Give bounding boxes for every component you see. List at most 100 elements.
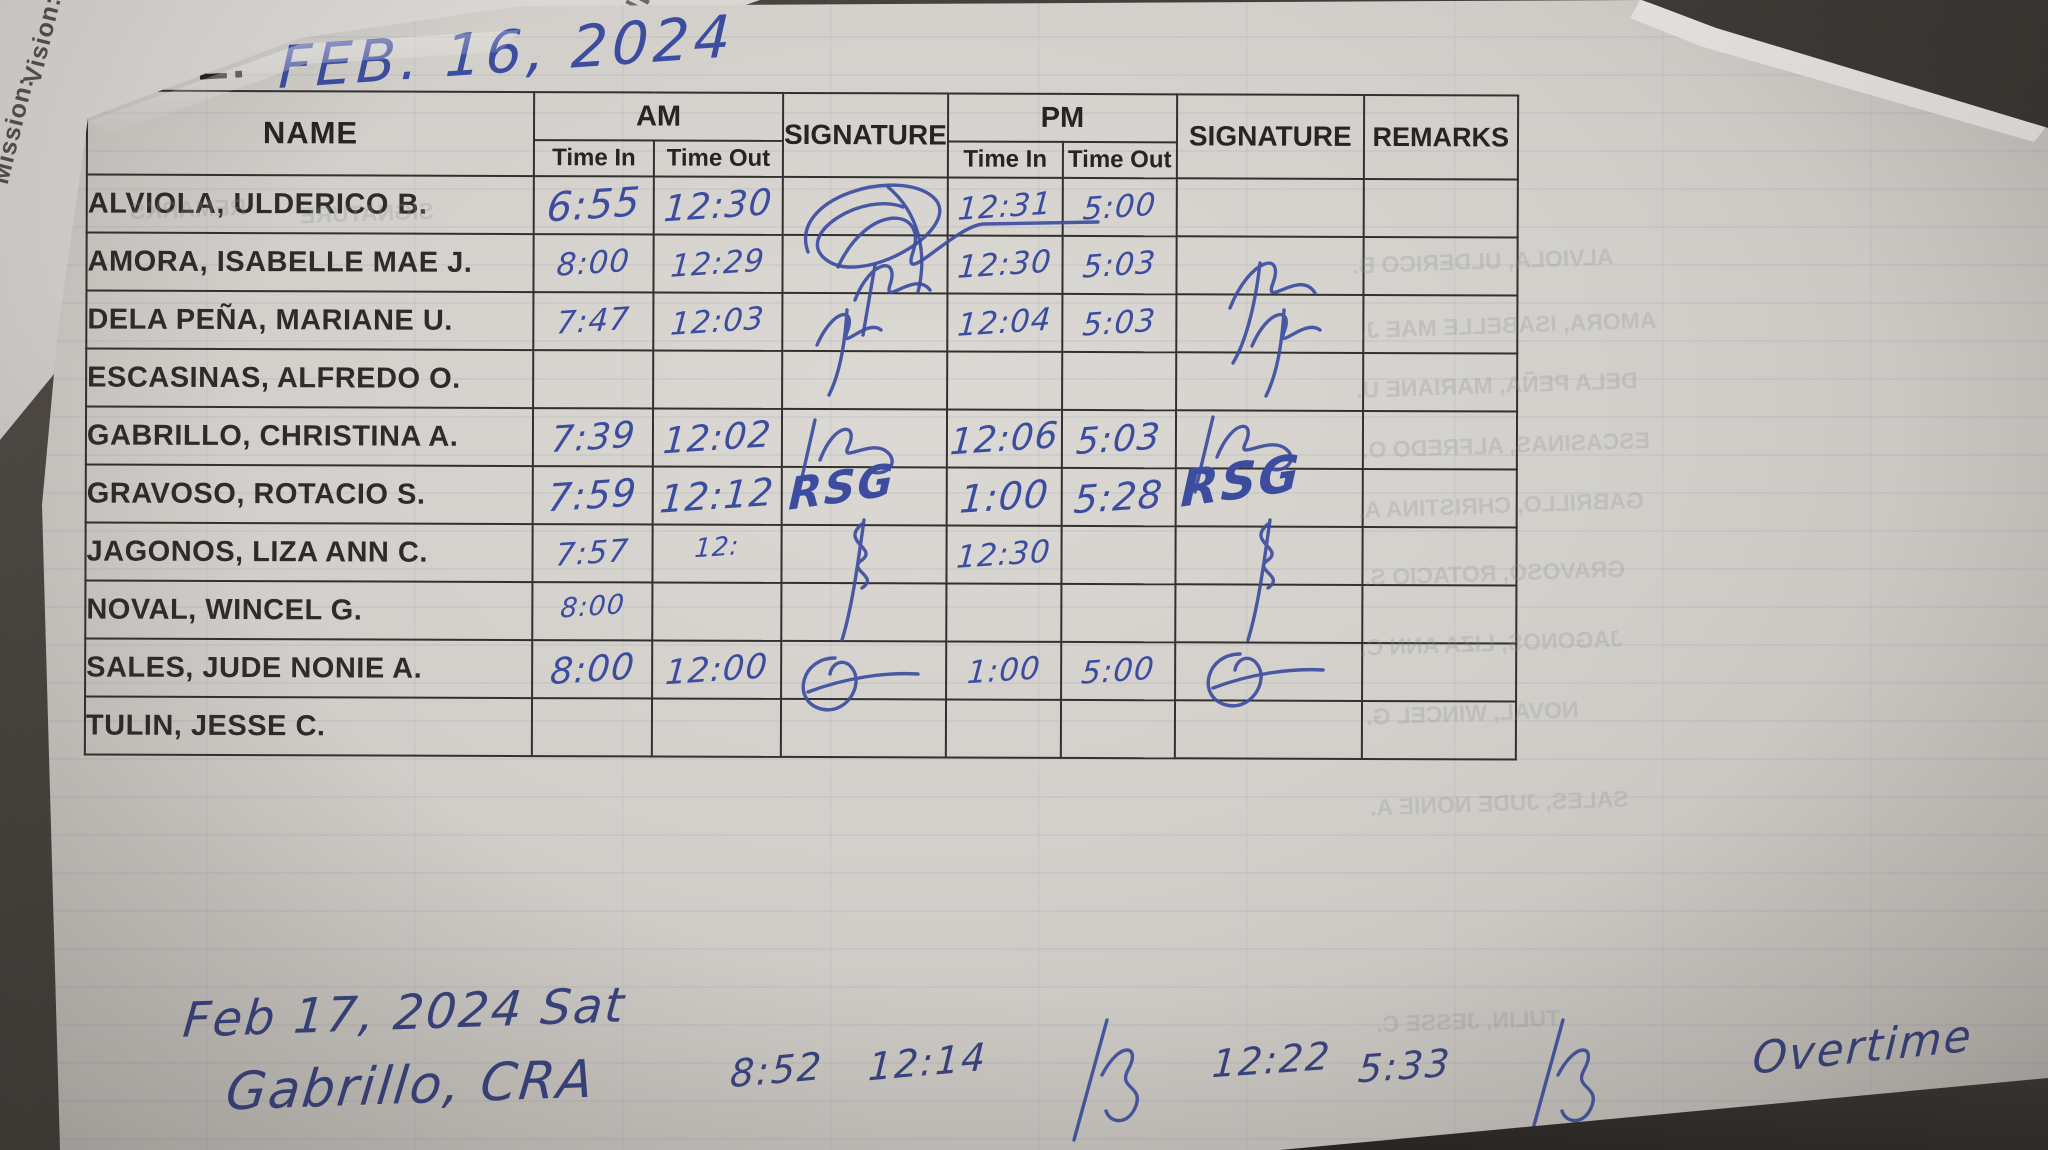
col-header-signature-am: SIGNATURE <box>782 92 948 178</box>
col-header-remarks: REMARKS <box>1363 94 1518 180</box>
am-time-out: 12:30 <box>653 176 783 235</box>
pm-time-out: 5:00 <box>1062 177 1177 237</box>
footnote-date: Feb 17, 2024 Sat <box>180 977 628 1049</box>
am-time-out <box>651 698 782 757</box>
footnote-pm-in: 12:22 <box>1210 1033 1333 1087</box>
table-row: JAGONOS, LIZA ANN C. 7:57 12: 12:30 <box>85 522 1517 586</box>
pm-signature-cell <box>1175 584 1363 643</box>
am-time-in: 7:39 <box>532 408 654 467</box>
table-row: AMORA, ISABELLE MAE J. 8:00 12:29 12:30 … <box>86 232 1518 296</box>
ghost-text: SIGNATURE <box>299 197 435 229</box>
pm-time-in: 12:04 <box>947 293 1063 352</box>
am-time-out <box>652 582 782 641</box>
table-row: ESCASINAS, ALFREDO O. <box>86 348 1518 412</box>
employee-name: GABRILLO, CHRISTINA A. <box>85 406 534 467</box>
pm-time-in <box>946 583 1062 642</box>
table-row: NOVAL, WINCEL G. 8:00 <box>85 580 1517 644</box>
col-header-pm-time-out: Time Out <box>1062 141 1177 179</box>
col-header-pm: PM <box>947 93 1177 143</box>
table-row: GRAVOSO, ROTACIO S. 7:59 12:12 1:00 5:28 <box>85 464 1517 528</box>
am-signature-cell <box>781 466 947 526</box>
am-time-in: 6:55 <box>533 176 654 235</box>
am-signature-cell <box>782 176 948 236</box>
employee-name: SALES, JUDE NONIE A. <box>85 638 533 699</box>
am-time-out <box>653 350 783 409</box>
pm-signature-cell <box>1175 526 1363 585</box>
am-time-out: 12: <box>652 524 782 583</box>
footnote-am-out: 12:14 <box>867 1034 989 1090</box>
pm-time-in: 1:00 <box>945 641 1062 700</box>
pm-signature-cell <box>1176 178 1364 237</box>
pm-time-out: 5:03 <box>1061 409 1176 469</box>
employee-name: GRAVOSO, ROTACIO S. <box>85 464 533 525</box>
col-header-pm-time-in: Time In <box>947 141 1063 178</box>
signature-footnote-am <box>1072 1018 1140 1142</box>
employee-name: NOVAL, WINCEL G. <box>85 580 533 641</box>
pm-time-out: 5:03 <box>1062 235 1177 295</box>
am-time-in: 7:59 <box>532 466 653 525</box>
pm-signature-cell <box>1174 700 1362 759</box>
employee-name: JAGONOS, LIZA ANN C. <box>85 522 533 583</box>
am-time-in: 8:00 <box>533 234 654 293</box>
remarks-cell <box>1363 178 1518 238</box>
employee-name: TULIN, JESSE C. <box>84 696 533 757</box>
pm-time-out: 5:28 <box>1061 467 1176 527</box>
col-header-am: AM <box>533 92 784 141</box>
vision-label: Vision: <box>18 0 67 87</box>
employee-name: ESCASINAS, ALFREDO O. <box>86 348 534 409</box>
am-time-in: 7:47 <box>533 292 654 351</box>
employee-name: DELA PEÑA, MARIANE U. <box>86 290 534 351</box>
col-header-am-time-in: Time In <box>533 140 654 177</box>
am-signature-cell <box>782 350 948 410</box>
pm-time-out <box>1061 583 1176 643</box>
pm-time-out <box>1060 699 1175 759</box>
footnote-am-in: 8:52 <box>729 1043 825 1097</box>
am-time-in: 8:00 <box>532 640 653 699</box>
pm-time-in: 12:06 <box>946 409 1062 468</box>
pm-time-in: 12:30 <box>947 235 1063 294</box>
employee-name: AMORA, ISABELLE MAE J. <box>86 232 534 293</box>
pm-signature-cell <box>1175 468 1363 527</box>
am-signature-cell <box>780 698 946 758</box>
am-time-out: 12:02 <box>652 408 783 467</box>
table-row: TULIN, JESSE C. <box>84 696 1516 760</box>
am-time-out: 12:00 <box>652 640 782 699</box>
footnote-entry-name: Gabrillo, CRA <box>222 1049 598 1123</box>
am-time-out: 12:03 <box>653 292 783 351</box>
am-time-in <box>533 350 654 409</box>
am-signature-cell <box>782 292 948 352</box>
mission-label: Mission: <box>0 73 40 187</box>
pm-time-in: 12:30 <box>946 525 1062 584</box>
ghost-text: TULIN, JESSE C. <box>1375 1004 1561 1038</box>
paper-fold-top-right <box>1630 0 2048 142</box>
col-header-am-time-out: Time Out <box>653 140 783 177</box>
am-time-in: 7:57 <box>532 524 653 583</box>
table-row: SALES, JUDE NONIE A. 8:00 12:00 1:00 5:0… <box>85 638 1517 702</box>
am-time-out: 12:29 <box>653 234 783 293</box>
ghost-text: SALES, JUDE NONIE A. <box>1369 785 1629 821</box>
pm-signature-cell <box>1176 294 1364 353</box>
am-signature-cell <box>781 524 947 584</box>
am-time-out: 12:12 <box>652 466 782 525</box>
pm-time-out: 5:03 <box>1062 293 1177 353</box>
footnote-pm-out: 5:33 <box>1356 1040 1453 1092</box>
pm-signature-cell <box>1175 352 1364 411</box>
pm-time-in <box>945 699 1061 758</box>
pm-time-in <box>946 351 1063 410</box>
table-row: DELA PEÑA, MARIANE U. 7:47 12:03 12:04 5… <box>86 290 1518 354</box>
pm-time-in: 12:31 <box>947 177 1063 236</box>
am-signature-cell <box>781 408 947 468</box>
am-signature-cell <box>781 640 947 700</box>
pm-time-in: 1:00 <box>946 467 1062 526</box>
am-time-in: 8:00 <box>532 582 653 641</box>
ghost-text: REMARKS <box>129 193 247 225</box>
table-row: GABRILLO, CHRISTINA A. 7:39 12:02 12:06 … <box>85 406 1517 470</box>
am-time-in <box>531 698 653 757</box>
pm-signature-cell <box>1176 236 1364 295</box>
pm-time-out: 5:00 <box>1060 641 1176 701</box>
pm-time-out <box>1061 351 1177 411</box>
attendance-table: NAME AM SIGNATURE PM SIGNATURE REMARKS T… <box>84 90 1519 761</box>
pm-signature-cell <box>1174 642 1363 701</box>
